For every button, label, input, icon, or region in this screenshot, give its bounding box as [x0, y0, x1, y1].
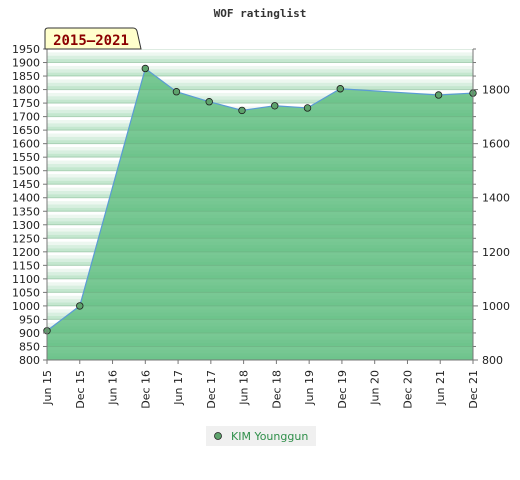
- y-left-tick-label: 1500: [12, 165, 40, 178]
- y-right-tick-label: 1000: [482, 300, 510, 313]
- band: [47, 103, 473, 107]
- x-tick-label: Dec 19: [336, 370, 349, 409]
- x-tick-label: Dec 16: [139, 370, 152, 409]
- y-left-tick-label: 1200: [12, 246, 40, 259]
- band: [47, 76, 473, 80]
- band: [47, 96, 473, 101]
- y-left-tick-label: 1250: [12, 232, 40, 245]
- y-left-tick-label: 1550: [12, 151, 40, 164]
- x-tick-label: Dec 15: [74, 370, 87, 409]
- band: [47, 69, 473, 74]
- x-tick-label: Dec 20: [401, 370, 414, 409]
- band: [47, 55, 473, 60]
- y-left-tick-label: 1800: [12, 84, 40, 97]
- y-right-tick-label: 1800: [482, 84, 510, 97]
- x-axis: Jun 15 Dec 15 Jun 16 Dec 16 Jun 17 Dec 17 Jun …: [41, 360, 480, 409]
- legend-entry-label: KIM Younggun: [231, 430, 308, 443]
- y-left-tick-label: 1300: [12, 219, 40, 232]
- period-badge: 2015–2021: [44, 27, 142, 50]
- y-right-tick-label: 1600: [482, 138, 510, 151]
- y-left-tick-label: 1100: [12, 273, 40, 286]
- band: [47, 62, 473, 67]
- band: [47, 49, 473, 53]
- y-right-tick-label: 800: [482, 354, 503, 367]
- y-left-tick-label: 1450: [12, 178, 40, 191]
- data-point: [172, 88, 181, 96]
- y-left-tick-label: 1600: [12, 138, 40, 151]
- band: [47, 52, 473, 57]
- data-point: [76, 302, 84, 310]
- grid-lines: [47, 49, 473, 360]
- y-left-tick-label: 800: [19, 354, 40, 367]
- data-point: [434, 91, 443, 99]
- y-left-tick-label: 1350: [12, 205, 40, 218]
- x-tick-label: Jun 16: [107, 370, 120, 406]
- series-markers: [43, 64, 477, 335]
- x-tick-label: Jun 18: [238, 370, 251, 406]
- x-tick-label: Dec 21: [467, 370, 480, 409]
- legend: KIM Younggun: [206, 426, 316, 446]
- legend-marker: [214, 432, 222, 440]
- band: [47, 86, 473, 91]
- x-tick-label: Jun 21: [434, 370, 447, 406]
- legend-box: [206, 426, 316, 446]
- series-area: [47, 68, 473, 360]
- x-tick-label: Dec 17: [205, 370, 218, 409]
- data-point: [303, 104, 312, 112]
- data-point: [141, 64, 150, 73]
- y-axis-left: 8008509009501000105011001150120012501300…: [12, 43, 47, 367]
- band: [47, 89, 473, 94]
- band: [47, 59, 473, 64]
- data-point: [205, 98, 213, 106]
- data-point: [336, 85, 344, 93]
- band: [47, 360, 473, 364]
- band: [47, 92, 473, 97]
- y-left-tick-label: 1050: [12, 286, 40, 299]
- band: [47, 79, 473, 84]
- y-right-tick-label: 1400: [482, 192, 510, 205]
- band: [47, 99, 473, 104]
- y-left-tick-label: 1150: [12, 259, 40, 272]
- x-tick-label: Jun 17: [172, 370, 185, 406]
- x-tick-label: Jun 19: [303, 370, 316, 406]
- y-axis-right: 800 1000 1200 1400 1600 1800: [473, 48, 510, 367]
- y-left-tick-label: 1700: [12, 111, 40, 124]
- band: [47, 65, 473, 70]
- y-left-tick-label: 900: [19, 327, 40, 340]
- x-tick-label: Jun 20: [369, 370, 382, 406]
- y-left-tick-label: 1650: [12, 124, 40, 137]
- y-left-tick-label: 1850: [12, 70, 40, 83]
- x-tick-label: Jun 15: [41, 370, 54, 406]
- data-point: [238, 106, 246, 115]
- y-right-tick-label: 1200: [482, 246, 510, 259]
- period-badge-label: 2015–2021: [53, 33, 129, 49]
- y-left-tick-label: 1750: [12, 97, 40, 110]
- data-point: [271, 102, 279, 110]
- y-left-tick-label: 1900: [12, 57, 40, 70]
- y-left-tick-label: 1400: [12, 192, 40, 205]
- chart-title: WOF ratinglist: [214, 7, 307, 20]
- x-tick-label: Dec 18: [270, 370, 283, 409]
- band: [47, 82, 473, 87]
- y-left-tick-label: 1000: [12, 300, 40, 313]
- band: [47, 72, 473, 77]
- y-left-tick-label: 1950: [12, 43, 40, 56]
- y-left-tick-label: 850: [19, 340, 40, 353]
- y-left-tick-label: 950: [19, 313, 40, 326]
